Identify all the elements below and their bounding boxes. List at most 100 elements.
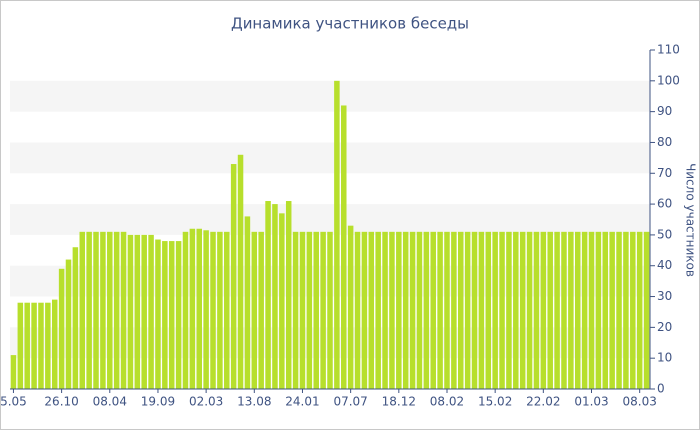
y-tick-label: 70 — [657, 166, 672, 180]
bar — [196, 228, 202, 389]
y-tick-label: 10 — [657, 351, 672, 365]
bar — [341, 105, 347, 390]
bar — [327, 231, 333, 389]
y-tick-label: 90 — [657, 104, 672, 118]
bar — [561, 231, 567, 389]
y-axis-label: Число участников — [684, 163, 698, 277]
bar — [616, 231, 622, 389]
x-tick-label: 19.09 — [141, 395, 175, 409]
bar — [65, 259, 72, 389]
bar — [382, 231, 388, 389]
bar — [210, 231, 216, 389]
bar — [265, 201, 271, 389]
bar — [107, 231, 113, 389]
bar — [630, 231, 636, 389]
bar — [313, 231, 319, 389]
x-tick-label: 15.02 — [478, 395, 512, 409]
bar — [224, 231, 230, 389]
bar — [320, 231, 326, 389]
bar — [217, 231, 223, 389]
grid-band — [10, 142, 650, 174]
bar — [306, 231, 313, 389]
bar — [189, 228, 196, 389]
bar — [38, 302, 44, 389]
bar — [334, 80, 340, 390]
bar — [519, 231, 526, 389]
bar — [568, 231, 574, 389]
y-tick-label: 40 — [657, 258, 672, 272]
bar — [168, 241, 175, 389]
y-tick-label: 20 — [657, 320, 672, 334]
x-tick-label: 5.05 — [0, 395, 27, 409]
bar — [113, 231, 120, 389]
bar — [423, 231, 430, 389]
bar — [430, 231, 436, 389]
bar — [354, 231, 361, 389]
bar — [478, 231, 485, 389]
bar — [361, 231, 368, 389]
bar — [162, 241, 168, 389]
bar — [368, 231, 375, 389]
bar — [279, 213, 285, 389]
bar — [389, 231, 395, 389]
bar — [58, 268, 65, 389]
x-tick-label: 13.08 — [237, 395, 271, 409]
x-tick-label: 08.03 — [622, 395, 656, 409]
bar — [402, 231, 409, 389]
bar — [120, 231, 127, 389]
bar — [409, 231, 416, 389]
x-tick-label: 07.07 — [333, 395, 367, 409]
bar — [347, 225, 354, 389]
y-tick-label: 80 — [657, 135, 672, 149]
bar — [127, 234, 134, 389]
bar — [540, 231, 547, 389]
bar — [141, 234, 147, 389]
bar — [396, 231, 402, 389]
bar — [451, 231, 457, 389]
bar — [244, 216, 251, 389]
bar — [237, 154, 244, 389]
bar — [485, 231, 492, 389]
x-tick-label: 08.02 — [430, 395, 464, 409]
bar — [499, 231, 505, 389]
bar — [17, 302, 24, 389]
bar — [72, 247, 79, 389]
bar — [155, 239, 161, 389]
bar — [31, 302, 37, 389]
bar — [182, 231, 189, 389]
x-tick-label: 02.03 — [189, 395, 223, 409]
bar — [437, 231, 443, 389]
bar — [79, 231, 86, 389]
bar — [203, 230, 209, 389]
y-tick-label: 0 — [657, 382, 665, 396]
bar — [251, 231, 258, 389]
grid-band — [10, 80, 650, 112]
bar — [506, 231, 512, 389]
bar — [595, 231, 602, 389]
bar — [175, 241, 182, 389]
bar — [533, 231, 540, 389]
bar — [554, 231, 560, 389]
x-tick-label: 18.12 — [382, 395, 416, 409]
bar — [643, 231, 650, 389]
x-tick-label: 22.02 — [526, 395, 560, 409]
bar — [547, 231, 553, 389]
x-tick-label: 26.10 — [44, 395, 78, 409]
bar — [623, 231, 629, 389]
bar — [471, 231, 478, 389]
bar — [272, 204, 278, 389]
bar — [464, 231, 471, 389]
bar — [581, 231, 588, 389]
bar — [258, 231, 264, 389]
bar — [10, 355, 17, 389]
y-tick-label: 110 — [657, 43, 680, 57]
bar — [602, 231, 609, 389]
chart-title: Динамика участников беседы — [231, 15, 469, 33]
bar — [574, 231, 581, 389]
bar — [24, 302, 30, 389]
bar — [134, 234, 141, 389]
bar — [292, 231, 299, 389]
bar — [45, 302, 51, 389]
bar — [230, 164, 237, 389]
